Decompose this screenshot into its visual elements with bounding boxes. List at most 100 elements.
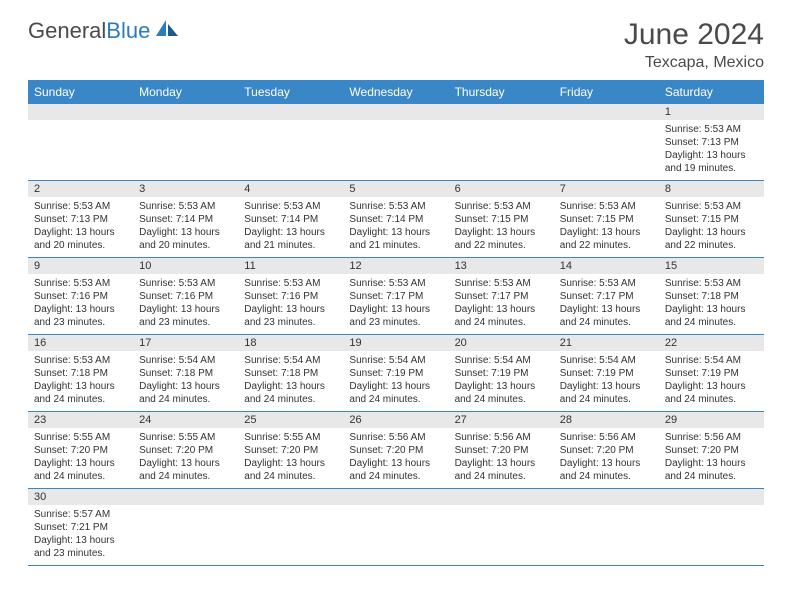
daylight-text: Daylight: 13 hours and 24 minutes.	[665, 457, 758, 483]
day-number: 6	[449, 181, 554, 197]
day-content: Sunrise: 5:54 AMSunset: 7:19 PMDaylight:…	[659, 351, 764, 411]
sunset-text: Sunset: 7:20 PM	[455, 444, 548, 457]
day-content: Sunrise: 5:53 AMSunset: 7:14 PMDaylight:…	[238, 197, 343, 257]
week-number-row: 16171819202122	[28, 335, 764, 351]
sunrise-text: Sunrise: 5:53 AM	[244, 277, 337, 290]
sunset-text: Sunset: 7:14 PM	[139, 213, 232, 226]
day-number	[449, 489, 554, 505]
day-number: 27	[449, 412, 554, 428]
sunrise-text: Sunrise: 5:54 AM	[139, 354, 232, 367]
sunrise-text: Sunrise: 5:54 AM	[560, 354, 653, 367]
week-number-row: 9101112131415	[28, 258, 764, 274]
sunrise-text: Sunrise: 5:54 AM	[665, 354, 758, 367]
day-content: Sunrise: 5:53 AMSunset: 7:13 PMDaylight:…	[28, 197, 133, 257]
day-content: Sunrise: 5:53 AMSunset: 7:15 PMDaylight:…	[554, 197, 659, 257]
daylight-text: Daylight: 13 hours and 24 minutes.	[560, 457, 653, 483]
day-content: Sunrise: 5:53 AMSunset: 7:16 PMDaylight:…	[238, 274, 343, 334]
day-content	[133, 505, 238, 565]
sunset-text: Sunset: 7:20 PM	[349, 444, 442, 457]
day-number: 9	[28, 258, 133, 274]
sunset-text: Sunset: 7:16 PM	[139, 290, 232, 303]
daylight-text: Daylight: 13 hours and 24 minutes.	[139, 380, 232, 406]
logo-text-general: General	[28, 18, 106, 44]
day-content	[133, 120, 238, 180]
daylight-text: Daylight: 13 hours and 24 minutes.	[455, 457, 548, 483]
sunrise-text: Sunrise: 5:53 AM	[560, 200, 653, 213]
sunset-text: Sunset: 7:16 PM	[244, 290, 337, 303]
day-number	[449, 104, 554, 120]
daylight-text: Daylight: 13 hours and 24 minutes.	[34, 380, 127, 406]
day-content: Sunrise: 5:56 AMSunset: 7:20 PMDaylight:…	[449, 428, 554, 488]
day-content	[238, 505, 343, 565]
daylight-text: Daylight: 13 hours and 24 minutes.	[244, 457, 337, 483]
daylight-text: Daylight: 13 hours and 24 minutes.	[349, 380, 442, 406]
sunset-text: Sunset: 7:15 PM	[560, 213, 653, 226]
sunset-text: Sunset: 7:15 PM	[455, 213, 548, 226]
calendar: Sunday Monday Tuesday Wednesday Thursday…	[0, 80, 792, 566]
day-content: Sunrise: 5:54 AMSunset: 7:19 PMDaylight:…	[449, 351, 554, 411]
day-content: Sunrise: 5:53 AMSunset: 7:15 PMDaylight:…	[449, 197, 554, 257]
day-number: 10	[133, 258, 238, 274]
sunrise-text: Sunrise: 5:53 AM	[665, 277, 758, 290]
day-number: 14	[554, 258, 659, 274]
daylight-text: Daylight: 13 hours and 24 minutes.	[34, 457, 127, 483]
day-number	[343, 104, 448, 120]
sunset-text: Sunset: 7:18 PM	[34, 367, 127, 380]
sunrise-text: Sunrise: 5:54 AM	[455, 354, 548, 367]
day-content: Sunrise: 5:53 AMSunset: 7:14 PMDaylight:…	[343, 197, 448, 257]
daylight-text: Daylight: 13 hours and 23 minutes.	[34, 534, 127, 560]
sunset-text: Sunset: 7:20 PM	[139, 444, 232, 457]
sunrise-text: Sunrise: 5:56 AM	[455, 431, 548, 444]
sunset-text: Sunset: 7:18 PM	[139, 367, 232, 380]
daylight-text: Daylight: 13 hours and 24 minutes.	[455, 303, 548, 329]
logo-text-blue: Blue	[106, 18, 150, 44]
sunset-text: Sunset: 7:14 PM	[349, 213, 442, 226]
daylight-text: Daylight: 13 hours and 24 minutes.	[665, 303, 758, 329]
daylight-text: Daylight: 13 hours and 23 minutes.	[244, 303, 337, 329]
day-number	[554, 489, 659, 505]
sunset-text: Sunset: 7:19 PM	[665, 367, 758, 380]
sunrise-text: Sunrise: 5:53 AM	[139, 200, 232, 213]
week-content-row: Sunrise: 5:53 AMSunset: 7:13 PMDaylight:…	[28, 197, 764, 258]
sunset-text: Sunset: 7:20 PM	[665, 444, 758, 457]
daylight-text: Daylight: 13 hours and 24 minutes.	[139, 457, 232, 483]
day-header-sat: Saturday	[659, 80, 764, 104]
day-number: 30	[28, 489, 133, 505]
day-number: 11	[238, 258, 343, 274]
week-content-row: Sunrise: 5:57 AMSunset: 7:21 PMDaylight:…	[28, 505, 764, 566]
sunset-text: Sunset: 7:20 PM	[244, 444, 337, 457]
daylight-text: Daylight: 13 hours and 22 minutes.	[560, 226, 653, 252]
sunrise-text: Sunrise: 5:55 AM	[244, 431, 337, 444]
day-number	[554, 104, 659, 120]
sunset-text: Sunset: 7:19 PM	[560, 367, 653, 380]
day-content: Sunrise: 5:53 AMSunset: 7:17 PMDaylight:…	[449, 274, 554, 334]
day-content: Sunrise: 5:53 AMSunset: 7:17 PMDaylight:…	[554, 274, 659, 334]
daylight-text: Daylight: 13 hours and 23 minutes.	[139, 303, 232, 329]
title-block: June 2024 Texcapa, Mexico	[624, 18, 764, 72]
sunrise-text: Sunrise: 5:56 AM	[665, 431, 758, 444]
day-content: Sunrise: 5:53 AMSunset: 7:18 PMDaylight:…	[659, 274, 764, 334]
day-content: Sunrise: 5:53 AMSunset: 7:13 PMDaylight:…	[659, 120, 764, 180]
daylight-text: Daylight: 13 hours and 19 minutes.	[665, 149, 758, 175]
day-content: Sunrise: 5:53 AMSunset: 7:16 PMDaylight:…	[28, 274, 133, 334]
sunrise-text: Sunrise: 5:53 AM	[560, 277, 653, 290]
day-content: Sunrise: 5:55 AMSunset: 7:20 PMDaylight:…	[28, 428, 133, 488]
week-content-row: Sunrise: 5:53 AMSunset: 7:18 PMDaylight:…	[28, 351, 764, 412]
daylight-text: Daylight: 13 hours and 21 minutes.	[349, 226, 442, 252]
day-number: 24	[133, 412, 238, 428]
sunrise-text: Sunrise: 5:54 AM	[349, 354, 442, 367]
day-content: Sunrise: 5:54 AMSunset: 7:18 PMDaylight:…	[238, 351, 343, 411]
week-number-row: 1	[28, 104, 764, 120]
day-number: 26	[343, 412, 448, 428]
day-header-wed: Wednesday	[343, 80, 448, 104]
daylight-text: Daylight: 13 hours and 24 minutes.	[349, 457, 442, 483]
sunrise-text: Sunrise: 5:56 AM	[349, 431, 442, 444]
daylight-text: Daylight: 13 hours and 22 minutes.	[455, 226, 548, 252]
sunrise-text: Sunrise: 5:53 AM	[34, 354, 127, 367]
sunset-text: Sunset: 7:13 PM	[34, 213, 127, 226]
day-number: 12	[343, 258, 448, 274]
day-content	[449, 120, 554, 180]
daylight-text: Daylight: 13 hours and 20 minutes.	[34, 226, 127, 252]
week-number-row: 23242526272829	[28, 412, 764, 428]
day-content: Sunrise: 5:53 AMSunset: 7:15 PMDaylight:…	[659, 197, 764, 257]
